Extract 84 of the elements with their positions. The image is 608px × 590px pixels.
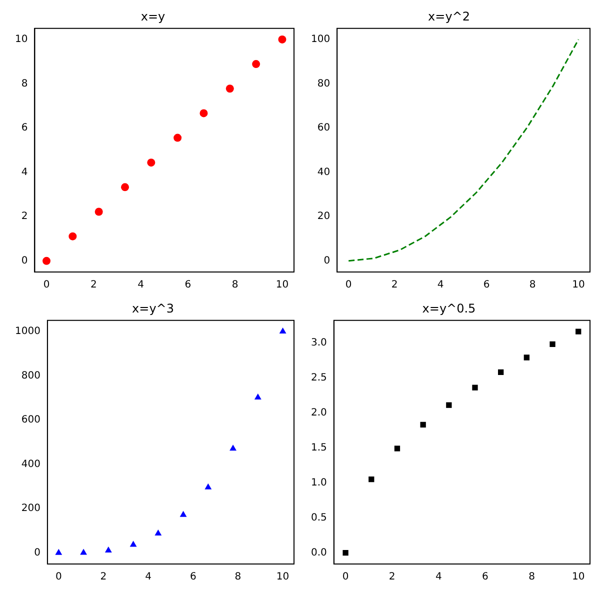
- x-tick-label: 10: [276, 280, 289, 291]
- point: [121, 183, 129, 192]
- y-tick-label: 1.5: [310, 442, 327, 454]
- point: [147, 158, 156, 167]
- x-tick-label: 8: [232, 280, 238, 291]
- point: [94, 208, 103, 216]
- x-tick-label: 10: [572, 280, 585, 291]
- point: [230, 444, 236, 451]
- y-tick-label: 1.0: [310, 477, 327, 488]
- line-series: [348, 38, 580, 262]
- point: [226, 84, 234, 93]
- y-tick-label: 10: [14, 34, 28, 46]
- point: [368, 476, 374, 482]
- x-tick-label: 8: [234, 572, 242, 583]
- y-tick-label: 60: [317, 122, 330, 134]
- x-tick-label: 10: [572, 572, 585, 583]
- y-tick-label: 4: [21, 166, 28, 178]
- y-tick-label: 3.0: [310, 337, 327, 348]
- point: [342, 550, 348, 556]
- point: [420, 422, 426, 428]
- y-tick-label: 80: [317, 78, 330, 90]
- point: [68, 232, 77, 240]
- x-tick-label: 4: [437, 280, 444, 291]
- point: [254, 393, 262, 400]
- point: [180, 510, 187, 517]
- y-tick-label: 6: [21, 122, 28, 134]
- x-tick-label: 2: [388, 572, 396, 583]
- x-tick-label: 4: [435, 572, 442, 583]
- point: [80, 548, 87, 555]
- y-tick-label: 20: [317, 211, 330, 222]
- point: [446, 402, 452, 408]
- y-tick-label: 400: [21, 458, 40, 470]
- point: [498, 369, 504, 376]
- y-tick-label: 800: [21, 370, 40, 382]
- y-tick-label: 100: [310, 34, 330, 46]
- point: [394, 446, 400, 452]
- point: [154, 529, 162, 536]
- x-tick-label: 4: [138, 280, 144, 291]
- x-tick-label: 2: [90, 280, 97, 291]
- point: [130, 540, 137, 547]
- x-tick-label: 0: [55, 572, 62, 583]
- x-tick-label: 6: [482, 572, 488, 583]
- y-tick-label: 0: [324, 256, 330, 267]
- point: [42, 256, 51, 265]
- y-tick-label: 40: [317, 166, 330, 178]
- y-tick-label: 600: [21, 414, 40, 426]
- point: [576, 328, 582, 334]
- x-tick-label: 8: [529, 280, 536, 291]
- chart-title: x=y^3: [132, 301, 174, 316]
- y-tick-label: 2: [21, 211, 28, 222]
- point: [174, 134, 182, 142]
- x-tick-label: 10: [276, 572, 290, 583]
- point: [524, 354, 530, 360]
- point: [278, 35, 286, 44]
- point: [204, 483, 212, 490]
- y-tick-label: 0: [34, 548, 40, 559]
- x-tick-label: 6: [184, 280, 192, 291]
- y-tick-label: 8: [21, 78, 28, 90]
- x-tick-label: 6: [190, 572, 196, 583]
- point: [104, 546, 112, 552]
- x-tick-label: 0: [342, 572, 349, 583]
- x-tick-label: 0: [43, 280, 50, 291]
- y-tick-label: 1000: [14, 326, 40, 338]
- chart-title: x=y^2: [428, 9, 470, 24]
- x-tick-label: 8: [528, 572, 535, 583]
- y-tick-label: 2.0: [310, 407, 327, 418]
- point: [472, 384, 478, 390]
- x-tick-label: 4: [145, 572, 152, 583]
- chart-title: x=y: [140, 9, 166, 24]
- y-tick-label: 0.0: [310, 547, 327, 558]
- point: [252, 60, 260, 68]
- y-tick-label: 200: [21, 503, 40, 514]
- point: [550, 341, 556, 348]
- chart-title: x=y^0.5: [422, 301, 476, 316]
- x-tick-label: 2: [391, 280, 398, 291]
- y-tick-label: 2.5: [310, 372, 327, 384]
- point: [200, 109, 208, 118]
- point: [279, 327, 286, 334]
- y-tick-label: 0: [21, 256, 28, 267]
- x-tick-label: 2: [100, 572, 107, 583]
- y-tick-label: 0.5: [310, 512, 327, 524]
- x-tick-label: 6: [483, 280, 490, 291]
- point: [55, 548, 62, 555]
- x-tick-label: 0: [345, 280, 352, 291]
